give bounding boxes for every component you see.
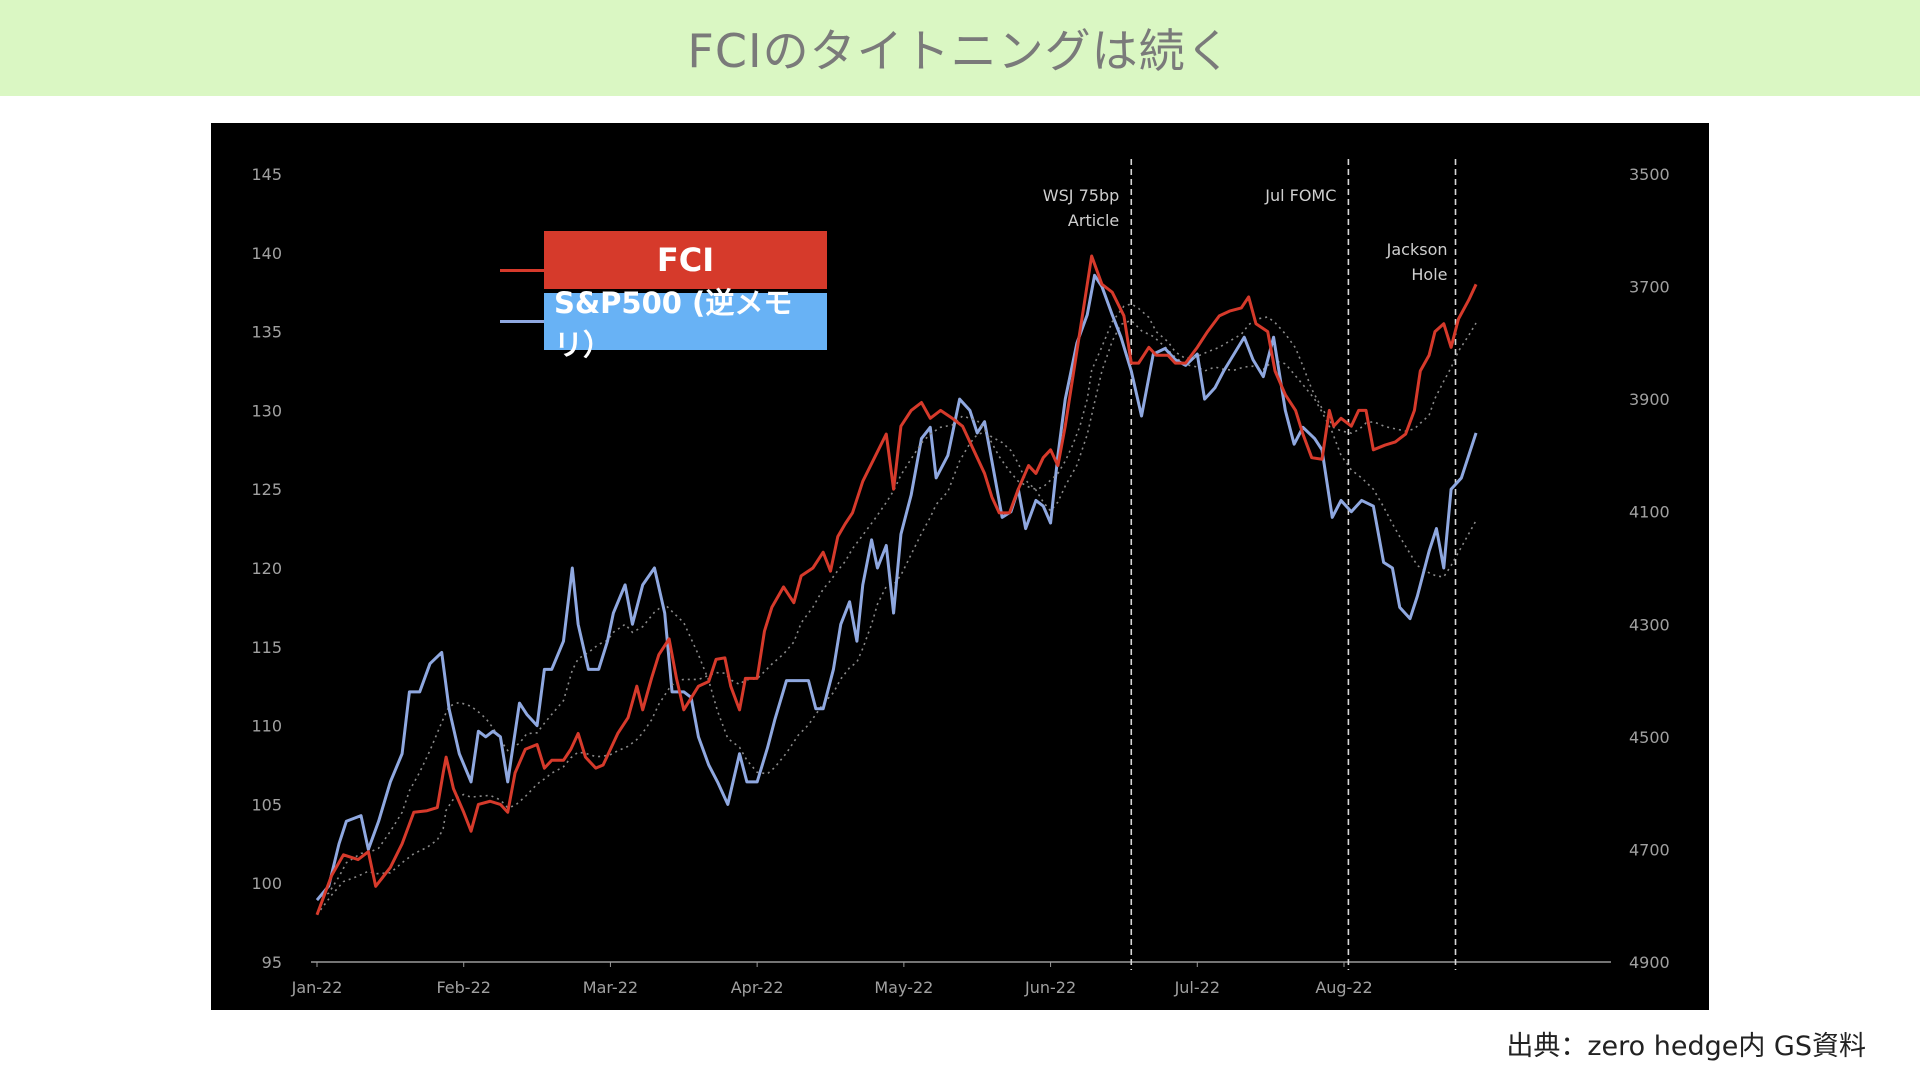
y-left-tick-label: 120 <box>251 559 282 578</box>
y-right-tick-label: 4700 <box>1629 840 1670 859</box>
x-tick-label: Feb-22 <box>436 978 490 997</box>
y-left-tick-label: 130 <box>251 401 282 420</box>
event-marker-label: WSJ 75bp <box>1043 186 1119 205</box>
chart-panel: Jan-22 Feb-22 Mar-22 Apr-22 May-22 Jun-22 Jul-… <box>211 123 1709 1010</box>
source-note: 出典：zero hedge内 GS資料 <box>1506 1031 1866 1062</box>
event-marker-label: Jul FOMC <box>1264 186 1336 205</box>
x-tick-label: Jul-22 <box>1174 978 1220 997</box>
y-left-tick-label: 110 <box>251 717 282 736</box>
y-left-tick-label: 135 <box>251 323 282 342</box>
title-bar: FCIのタイトニングは続く <box>0 0 1920 96</box>
event-marker-label: Hole <box>1411 265 1447 284</box>
x-tick-label: Apr-22 <box>731 978 784 997</box>
legend-sp500-label: S&P500 (逆メモリ） <box>554 285 793 362</box>
y-left-tick-label: 125 <box>251 480 282 499</box>
line-chart: Jan-22 Feb-22 Mar-22 Apr-22 May-22 Jun-22 Jul-… <box>251 159 1670 997</box>
x-tick-label: Jan-22 <box>291 978 343 997</box>
y-left-tick-label: 140 <box>251 244 282 263</box>
y-right-tick-label: 4300 <box>1629 615 1670 634</box>
sp500-trend-line <box>316 319 1477 901</box>
event-marker-label: Jackson <box>1386 240 1448 259</box>
x-tick-label: Mar-22 <box>583 978 638 997</box>
legend-fci-line <box>500 269 544 272</box>
fci-line <box>315 254 1478 916</box>
legend-fci: FCI <box>544 231 827 289</box>
y-right-tick-label: 3700 <box>1629 278 1670 297</box>
y-right-tick-label: 4500 <box>1629 728 1670 747</box>
y-right-tick-label: 4900 <box>1629 953 1670 972</box>
y-right-tick-label: 3500 <box>1629 165 1670 184</box>
fci-trend-line <box>316 303 1477 916</box>
x-tick-label: May-22 <box>874 978 933 997</box>
page-title: FCIのタイトニングは続く <box>687 24 1233 78</box>
x-tick-label: Aug-22 <box>1315 978 1372 997</box>
y-left-tick-label: 95 <box>262 953 282 972</box>
event-marker-label: Article <box>1068 211 1119 230</box>
legend-sp500-line <box>500 320 544 323</box>
y-right-tick-label: 3900 <box>1629 390 1670 409</box>
legend-sp500: S&P500 (逆メモリ） <box>544 286 827 362</box>
y-left-tick-label: 100 <box>251 874 282 893</box>
y-left-tick-label: 105 <box>251 795 282 814</box>
x-tick-label: Jun-22 <box>1024 978 1076 997</box>
y-left-tick-label: 115 <box>251 638 282 657</box>
sp500-line <box>315 273 1478 902</box>
y-left-tick-label: 145 <box>251 165 282 184</box>
legend-fci-label: FCI <box>656 241 715 279</box>
y-right-tick-label: 4100 <box>1629 503 1670 522</box>
